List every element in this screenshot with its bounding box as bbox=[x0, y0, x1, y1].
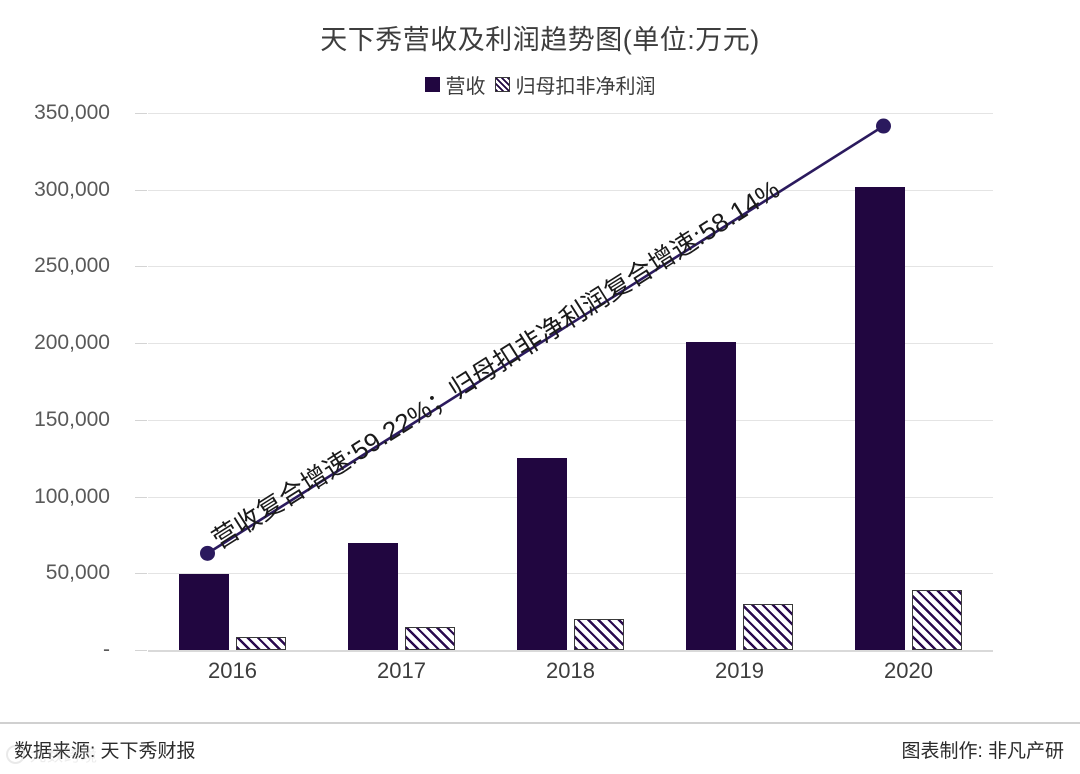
y-axis-tick bbox=[135, 343, 147, 345]
y-axis-label: 200,000 bbox=[34, 331, 110, 355]
y-axis-label: 350,000 bbox=[34, 101, 110, 124]
bar-profit[interactable] bbox=[574, 619, 624, 650]
y-axis-label: 300,000 bbox=[34, 177, 110, 201]
legend-label-profit: 归母扣非净利润 bbox=[515, 76, 656, 98]
legend-item-profit[interactable]: 归母扣非净利润 bbox=[494, 70, 656, 99]
x-axis-labels: 2016 2017 2018 2019 2020 bbox=[148, 658, 993, 698]
bar-revenue[interactable] bbox=[686, 342, 736, 650]
x-axis-label: 2020 bbox=[884, 658, 933, 683]
bar-profit[interactable] bbox=[236, 637, 286, 650]
bar-profit[interactable] bbox=[405, 627, 455, 650]
y-axis-tick bbox=[135, 573, 147, 575]
footer-credit: 图表制作: 非凡产研 bbox=[901, 741, 1064, 762]
y-axis-tick bbox=[135, 496, 147, 498]
y-axis-tick bbox=[135, 189, 147, 191]
bar-groups bbox=[148, 113, 993, 650]
x-axis-label: 2019 bbox=[715, 658, 764, 683]
x-axis-label: 2016 bbox=[208, 658, 257, 683]
x-axis-label: 2017 bbox=[377, 658, 426, 683]
y-axis-tick bbox=[135, 113, 147, 114]
gridline bbox=[148, 113, 993, 114]
y-axis-label: 250,000 bbox=[34, 254, 110, 278]
y-axis-labels: - 50,000 100,000 150,000 200,000 250,000 300,0… bbox=[0, 101, 132, 661]
bar-revenue[interactable] bbox=[855, 186, 905, 650]
y-axis-label: - bbox=[103, 638, 110, 661]
solid-square-icon bbox=[424, 77, 440, 92]
x-axis-label: 2018 bbox=[546, 658, 595, 683]
bar-profit[interactable] bbox=[743, 603, 793, 650]
y-axis-label: 50,000 bbox=[45, 561, 110, 585]
gridline bbox=[148, 573, 993, 575]
y-axis-tick bbox=[135, 266, 147, 268]
y-axis-tick bbox=[135, 650, 147, 651]
footer-divider bbox=[0, 722, 1080, 724]
y-axis-label: 150,000 bbox=[34, 407, 110, 431]
y-axis-label: 100,000 bbox=[34, 484, 110, 508]
y-axis-tick bbox=[135, 419, 147, 421]
plot-area bbox=[135, 113, 993, 652]
hatched-square-icon bbox=[494, 77, 510, 92]
page-title: 天下秀营收及利润趋势图(单位:万元) bbox=[320, 25, 760, 55]
bar-revenue[interactable] bbox=[348, 542, 398, 650]
legend-label-revenue: 营收 bbox=[445, 76, 486, 98]
bar-revenue[interactable] bbox=[517, 458, 567, 650]
bar-revenue[interactable] bbox=[179, 574, 229, 650]
legend-item-revenue[interactable]: 营收 bbox=[424, 70, 486, 99]
bar-profit[interactable] bbox=[912, 590, 962, 650]
gridline bbox=[148, 650, 993, 652]
chart-legend: 营收 归母扣非净利润 bbox=[0, 70, 1080, 99]
footer-source: 数据来源: 天下秀财报 bbox=[14, 741, 196, 762]
